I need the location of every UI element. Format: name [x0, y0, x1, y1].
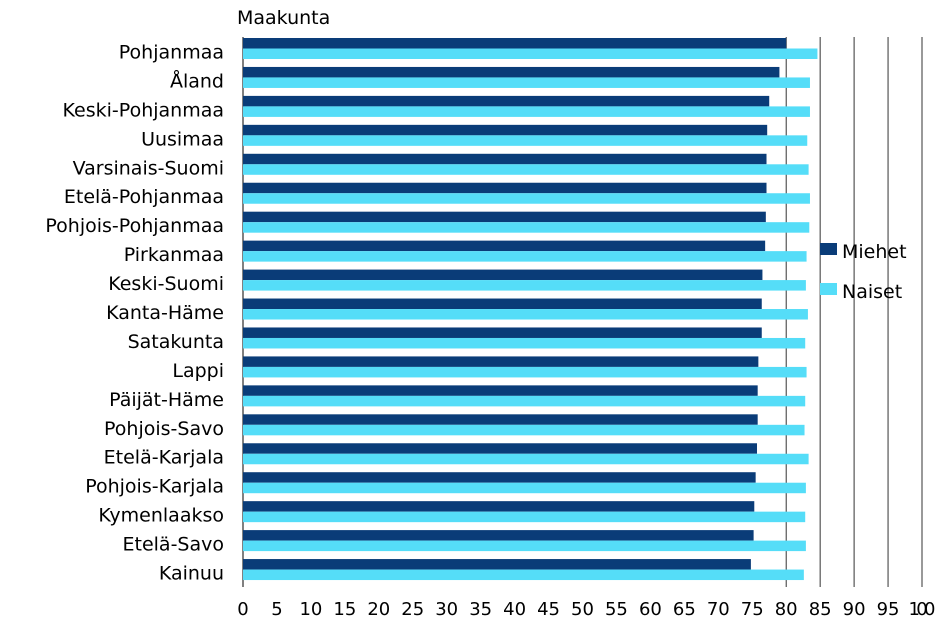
category-label-8: Keski-Suomi	[108, 273, 224, 295]
category-label-0: Pohjanmaa	[119, 41, 224, 63]
bar-naiset-10	[243, 337, 806, 349]
bar-naiset-14	[243, 453, 809, 465]
bar-naiset-1	[243, 77, 810, 88]
bar-naiset-17	[243, 540, 806, 552]
x-tick-30: 30	[435, 599, 458, 620]
bar-naiset-8	[243, 280, 806, 291]
x-tick-80: 80	[775, 599, 798, 620]
bar-miehet-8	[243, 269, 763, 281]
bar-miehet-12	[243, 385, 758, 396]
category-label-13: Pohjois-Savo	[104, 418, 224, 440]
x-tick-55: 55	[605, 599, 628, 620]
category-label-3: Uusimaa	[141, 128, 224, 150]
bar-miehet-14	[243, 443, 758, 454]
category-label-18: Kainuu	[159, 563, 224, 585]
bar-miehet-1	[243, 66, 780, 78]
category-label-16: Kymenlaakso	[98, 505, 224, 527]
legend-swatch-miehet	[820, 243, 837, 255]
category-label-10: Satakunta	[128, 331, 224, 353]
x-tick-50: 50	[571, 599, 594, 620]
bar-miehet-16	[243, 501, 755, 512]
x-tick-labels: 0 5 10 15 20 25 30 35 40 45 50 55 60 65 70 75 80 85 90 95 10…	[237, 599, 935, 620]
category-label-14: Etelä-Karjala	[104, 447, 224, 469]
x-tick-95: 95	[877, 599, 900, 620]
x-tick-5: 5	[271, 599, 282, 620]
x-tick-85: 85	[809, 599, 832, 620]
x-tick-45: 45	[537, 599, 560, 620]
bar-miehet-10	[243, 327, 762, 338]
category-label-11: Lappi	[172, 360, 224, 382]
x-tick-90: 90	[843, 599, 866, 620]
x-tick-20: 20	[367, 599, 390, 620]
category-label-2: Keski-Pohjanmaa	[63, 99, 224, 121]
x-tick-25: 25	[401, 599, 424, 620]
bars	[243, 38, 818, 581]
legend-swatch-naiset	[820, 283, 837, 295]
bar-naiset-5	[243, 193, 810, 204]
bar-naiset-13	[243, 424, 805, 436]
bar-naiset-0	[243, 48, 818, 59]
bar-naiset-15	[243, 482, 806, 494]
x-tick-65: 65	[673, 599, 696, 620]
bar-miehet-3	[243, 124, 768, 136]
bar-naiset-7	[243, 251, 807, 262]
bar-naiset-16	[243, 511, 806, 523]
category-label-6: Pohjois-Pohjanmaa	[45, 215, 224, 237]
bar-miehet-17	[243, 530, 754, 541]
bar-miehet-18	[243, 559, 751, 570]
bar-miehet-4	[243, 153, 767, 165]
bar-naiset-9	[243, 309, 808, 320]
bar-naiset-3	[243, 135, 808, 146]
bar-miehet-5	[243, 182, 767, 194]
bar-naiset-4	[243, 164, 809, 175]
legend: Miehet Naiset	[820, 241, 907, 303]
x-tick-60: 60	[639, 599, 662, 620]
x-tick-100: 100	[909, 599, 936, 620]
x-tick-15: 15	[333, 599, 356, 620]
bar-naiset-2	[243, 106, 810, 117]
chart-title: Maakunta	[237, 7, 330, 29]
category-label-5: Etelä-Pohjanmaa	[64, 186, 224, 208]
bar-miehet-7	[243, 240, 766, 252]
category-label-7: Pirkanmaa	[124, 244, 224, 266]
category-label-4: Varsinais-Suomi	[73, 157, 224, 179]
bar-miehet-13	[243, 414, 758, 425]
x-tick-70: 70	[707, 599, 730, 620]
bar-miehet-2	[243, 95, 770, 107]
bar-naiset-6	[243, 222, 810, 233]
legend-label-miehet: Miehet	[842, 241, 907, 263]
category-label-15: Pohjois-Karjala	[85, 476, 224, 498]
legend-label-naiset: Naiset	[842, 281, 902, 303]
x-tick-35: 35	[469, 599, 492, 620]
bar-miehet-9	[243, 298, 762, 310]
category-label-12: Päijät-Häme	[109, 389, 224, 411]
category-label-9: Kanta-Häme	[106, 302, 224, 324]
x-tick-10: 10	[299, 599, 322, 620]
category-label-1: Åland	[170, 69, 224, 92]
x-tick-0: 0	[237, 599, 248, 620]
bar-naiset-12	[243, 395, 806, 407]
bar-miehet-6	[243, 211, 766, 223]
category-labels: Pohjanmaa Åland Keski-Pohjanmaa Uusimaa Vars…	[45, 41, 224, 584]
bar-naiset-18	[243, 569, 804, 581]
bar-naiset-11	[243, 366, 807, 378]
bar-miehet-15	[243, 472, 756, 483]
category-label-17: Etelä-Savo	[123, 534, 225, 556]
bar-miehet-0	[243, 38, 787, 49]
bar-miehet-11	[243, 356, 759, 367]
x-tick-75: 75	[741, 599, 764, 620]
x-tick-40: 40	[503, 599, 526, 620]
